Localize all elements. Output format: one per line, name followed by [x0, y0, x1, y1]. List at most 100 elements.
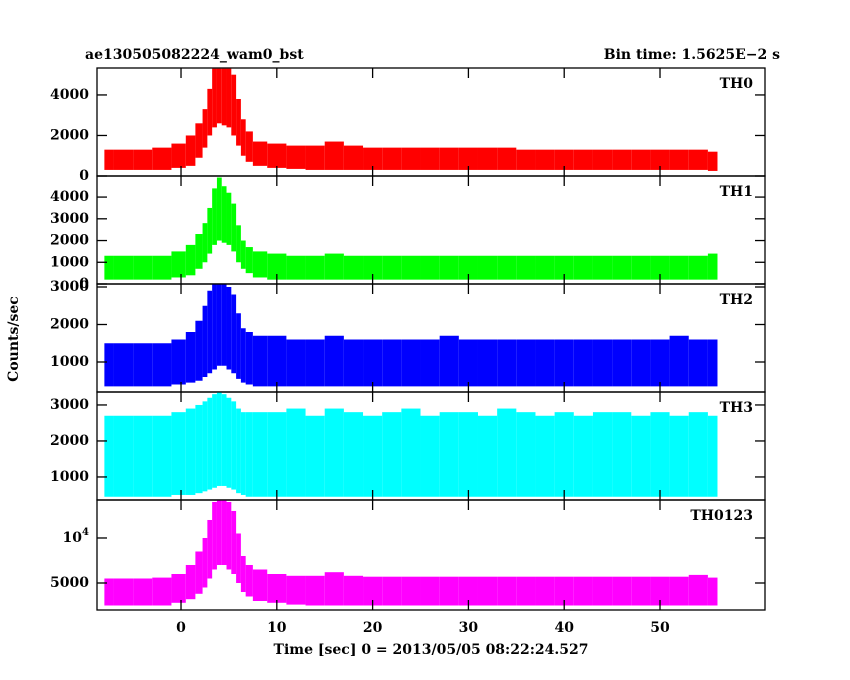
band-segment	[573, 255, 593, 280]
chart-title: ae130505082224_wam0_bst	[85, 47, 304, 63]
band-segment	[631, 415, 651, 497]
band-segment	[573, 415, 593, 497]
band-segment	[497, 255, 517, 280]
band-segment	[631, 255, 651, 280]
y-axis-label: Counts/sec	[6, 296, 22, 382]
band-segment	[221, 68, 227, 126]
band-segment	[631, 339, 651, 387]
band-segment	[631, 576, 651, 606]
band-segment	[133, 255, 153, 280]
band-segment	[458, 339, 478, 387]
band-segment	[185, 332, 196, 383]
band-segment	[113, 343, 134, 387]
band-segment	[216, 68, 222, 124]
band-segment	[286, 339, 306, 387]
band-segment	[305, 145, 325, 170]
band-segment	[195, 404, 203, 494]
band-segment	[554, 255, 574, 280]
band-segment	[245, 564, 253, 597]
band-segment	[231, 510, 237, 574]
band-segment	[104, 578, 114, 606]
band-segment	[104, 343, 114, 387]
panel-label: TH0123	[690, 508, 753, 524]
band-segment	[216, 500, 222, 565]
band-segment	[420, 415, 440, 497]
band-segment	[516, 412, 536, 497]
band-segment	[152, 343, 172, 387]
y-tick-label: 2000	[50, 233, 89, 249]
band-segment	[382, 255, 402, 280]
band-segment	[216, 177, 222, 241]
bin-time: Bin time: 1.5625E−2 s	[604, 47, 780, 63]
band-segment	[612, 149, 632, 170]
band-segment	[305, 415, 325, 497]
band-segment	[477, 339, 498, 387]
band-segment	[477, 576, 498, 606]
y-tick-label: 1000	[50, 469, 89, 485]
panel-frame	[96, 499, 766, 611]
band-segment	[202, 305, 208, 377]
band-segment	[688, 339, 708, 387]
x-tick-label: 30	[459, 620, 479, 636]
band-segment	[226, 397, 232, 488]
panel-data	[104, 284, 718, 387]
band-segment	[207, 397, 213, 490]
band-segment	[420, 255, 440, 280]
band-segment	[286, 145, 306, 169]
band-segment	[669, 415, 689, 497]
band-segment	[245, 131, 253, 162]
band-segment	[113, 149, 134, 170]
y-tick-label: 3000	[50, 397, 89, 413]
band-segment	[231, 294, 237, 374]
band-segment	[458, 576, 478, 606]
band-segment	[216, 284, 222, 366]
band-segment	[324, 408, 344, 497]
band-segment	[688, 574, 708, 606]
band-segment	[688, 412, 708, 497]
band-segment	[212, 284, 217, 370]
band-segment	[420, 147, 440, 170]
band-segment	[226, 68, 232, 128]
band-segment	[133, 415, 153, 497]
band-segment	[554, 412, 574, 497]
band-segment	[286, 255, 306, 280]
band-segment	[343, 412, 364, 497]
band-segment	[207, 290, 213, 374]
band-segment	[216, 392, 222, 486]
band-segment	[226, 192, 232, 245]
band-segment	[171, 143, 186, 168]
band-segment	[497, 408, 517, 497]
band-segment	[240, 555, 246, 592]
band-segment	[535, 149, 555, 170]
band-segment	[688, 149, 708, 170]
band-segment	[185, 564, 196, 600]
panel-data	[104, 177, 718, 280]
band-segment	[212, 68, 217, 128]
band-segment	[252, 569, 268, 601]
band-segment	[207, 519, 213, 579]
band-segment	[267, 335, 287, 387]
band-segment	[420, 339, 440, 387]
y-tick-label: 4000	[50, 189, 89, 205]
band-segment	[113, 578, 134, 606]
band-segment	[245, 332, 253, 385]
band-segment	[439, 576, 459, 606]
band-segment	[343, 575, 364, 606]
band-segment	[221, 284, 227, 366]
band-segment	[212, 501, 217, 570]
band-segment	[202, 401, 208, 492]
band-segment	[707, 415, 718, 497]
band-segment	[535, 415, 555, 497]
band-segment	[497, 576, 517, 606]
band-segment	[195, 234, 203, 269]
band-segment	[226, 501, 232, 570]
band-segment	[573, 149, 593, 170]
panel-data	[104, 68, 718, 171]
band-segment	[439, 147, 459, 170]
band-segment	[221, 394, 227, 486]
x-tick-label: 50	[650, 620, 670, 636]
band-segment	[236, 99, 241, 146]
band-segment	[267, 412, 287, 497]
band-segment	[195, 320, 203, 381]
